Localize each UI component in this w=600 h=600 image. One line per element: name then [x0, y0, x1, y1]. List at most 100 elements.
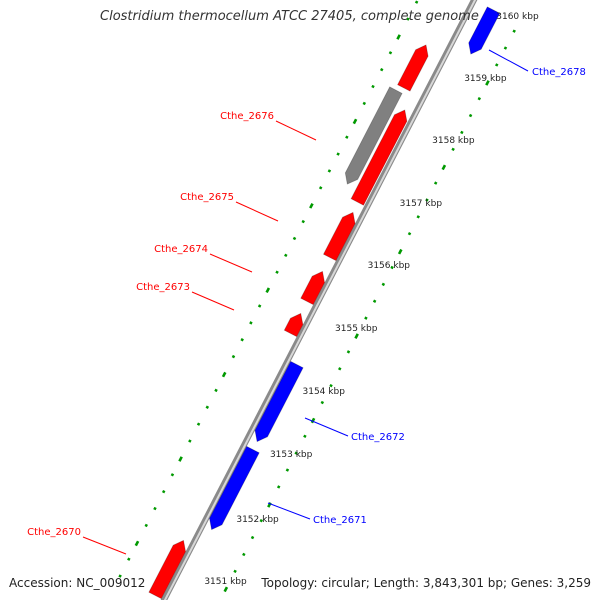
tick-label: 3151 kbp [204, 577, 247, 587]
gc-mark [416, 215, 420, 219]
gene-label: Cthe_2678 [532, 67, 586, 78]
gene-arrow [209, 445, 260, 531]
gc-mark [477, 96, 482, 101]
gc-mark [221, 371, 227, 378]
gc-mark [196, 422, 201, 426]
gc-mark [284, 253, 288, 258]
gene-arrow [322, 211, 356, 262]
gene-label: Cthe_2673 [136, 282, 190, 293]
gc-mark [441, 164, 447, 171]
gc-mark [327, 169, 332, 173]
gc-mark [233, 569, 237, 574]
gc-mark [407, 232, 412, 236]
gene-track [148, 6, 501, 600]
gc-mark [352, 118, 358, 125]
gc-mark [397, 248, 403, 255]
gc-mark [144, 523, 148, 528]
gc-mark [294, 451, 298, 455]
label-leader-line [304, 417, 349, 437]
gc-mark [223, 586, 229, 593]
gc-mark [303, 434, 307, 438]
label-leader-line [267, 502, 311, 520]
gc-mark [372, 299, 377, 303]
gene-arrow [397, 44, 429, 92]
gc-mark [329, 383, 333, 388]
gene-arrow [254, 360, 304, 443]
gc-mark [276, 485, 281, 489]
gene-arrow [350, 109, 408, 206]
gene-arrow [283, 312, 304, 338]
gc-mark [265, 287, 271, 294]
gc-mark [285, 468, 290, 472]
label-leader-line [209, 253, 253, 273]
tick-label: 3153 kbp [270, 450, 313, 460]
tick-label: 3154 kbp [303, 387, 346, 397]
gc-mark [301, 219, 305, 224]
gc-mark [134, 540, 140, 547]
gene-label: Cthe_2672 [351, 432, 405, 443]
gene-label: Cthe_2674 [154, 244, 208, 255]
label-leader-line [235, 201, 279, 222]
gc-mark [468, 113, 473, 118]
gc-mark [320, 400, 325, 405]
gc-mark [310, 417, 316, 424]
gc-mark [414, 0, 419, 4]
label-leader-line [82, 536, 127, 555]
gc-mark [205, 405, 210, 409]
gene-label: Cthe_2670 [27, 527, 81, 538]
gc-mark [512, 29, 516, 33]
map-title: Clostridium thermocellum ATCC 27405, com… [100, 9, 479, 24]
gc-mark [503, 46, 508, 50]
gene-label: Cthe_2676 [220, 111, 274, 122]
gc-mark [259, 518, 263, 523]
gene-label: Cthe_2675 [180, 192, 234, 203]
gc-mark [362, 101, 367, 106]
tick-label: 3152 kbp [236, 515, 279, 525]
gc-mark [364, 316, 368, 320]
label-leaders: Cthe_2678 Cthe_2676 Cthe_2675 Cthe_2674 Cthe… [27, 49, 586, 555]
gc-mark [309, 203, 314, 209]
gc-mark [242, 552, 246, 557]
gene-arrow [300, 270, 326, 306]
gene-arrow [148, 539, 187, 600]
gc-mark [178, 456, 183, 462]
gc-mark [118, 574, 122, 578]
gc-mark [257, 304, 262, 308]
gc-mark [371, 84, 375, 89]
gene-label: Cthe_2671 [313, 515, 367, 526]
gc-mark [388, 51, 393, 55]
gc-content-track [118, 0, 516, 593]
gc-mark [161, 489, 166, 494]
tick-label: 3155 kbp [335, 324, 378, 334]
gc-mark [336, 152, 340, 156]
gc-mark [495, 63, 499, 67]
gene-arrow [344, 86, 403, 185]
accession-text: Accession: NC_009012 [9, 576, 146, 590]
tick-label: 3160 kbp [496, 12, 539, 22]
gc-mark [338, 367, 342, 371]
label-leader-line [191, 291, 235, 311]
gc-mark [460, 130, 464, 135]
gc-mark [153, 506, 157, 511]
gc-mark [406, 17, 410, 21]
tick-label: 3159 kbp [464, 74, 507, 84]
gc-mark [127, 557, 131, 561]
gc-mark [170, 473, 175, 477]
gc-mark [354, 333, 359, 339]
gc-mark [231, 354, 236, 359]
gc-mark [275, 270, 279, 274]
gc-mark [485, 80, 490, 86]
backbone-highlight [163, 0, 477, 600]
gc-mark [249, 321, 253, 325]
tick-label: 3156 kbp [368, 261, 411, 271]
gc-mark [433, 181, 438, 185]
gc-mark [425, 198, 429, 202]
label-leader-line [275, 120, 317, 141]
gene-arrow [468, 6, 501, 55]
backbone [160, 0, 478, 600]
gc-mark [188, 439, 192, 443]
gc-mark [451, 147, 455, 152]
gc-mark [379, 67, 384, 72]
